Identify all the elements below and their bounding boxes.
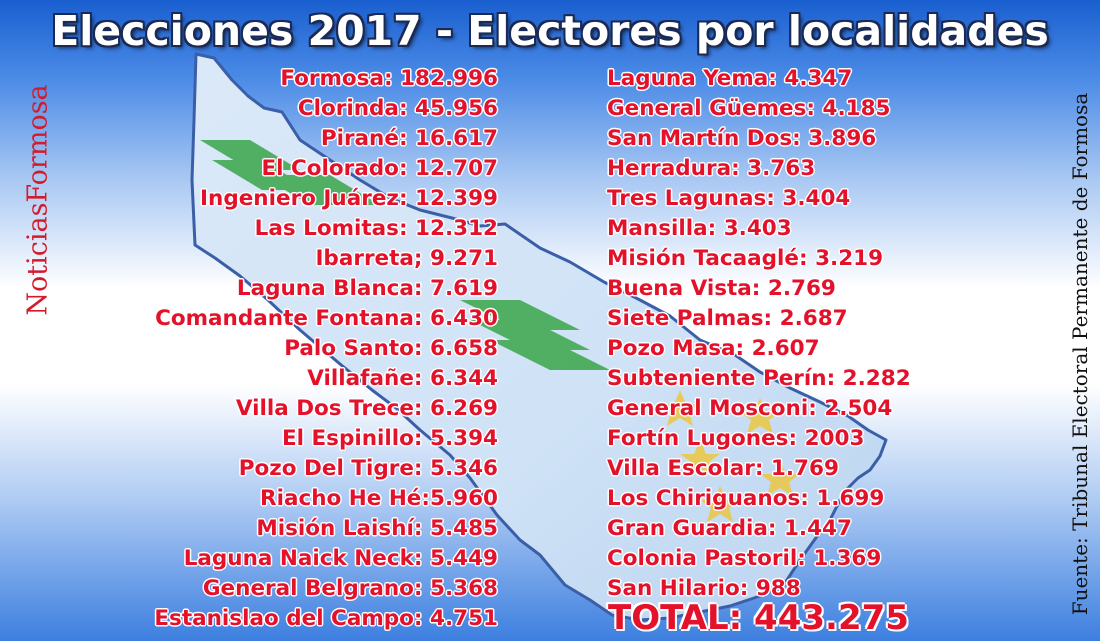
list-item: San Martín Dos: 3.896 xyxy=(607,126,877,151)
list-item: Laguna Yema: 4.347 xyxy=(607,66,853,91)
localities-list-right: Laguna Yema: 4.347 General Güemes: 4.185… xyxy=(607,64,911,604)
list-item: Buena Vista: 2.769 xyxy=(607,276,836,301)
list-item: Colonia Pastoril: 1.369 xyxy=(607,546,882,571)
brand-watermark: NoticiasFormosa xyxy=(22,84,54,316)
page-title: Elecciones 2017 - Electores por localida… xyxy=(51,7,1049,55)
list-item: General Güemes: 4.185 xyxy=(607,96,891,121)
list-item: Las Lomitas: 12.312 xyxy=(254,216,498,241)
list-item: Villafañe: 6.344 xyxy=(307,366,498,391)
list-item: Siete Palmas: 2.687 xyxy=(607,306,848,331)
list-item: Ibarreta; 9.271 xyxy=(315,246,498,271)
list-item: General Belgrano: 5.368 xyxy=(202,576,498,601)
list-item: Gran Guardia: 1.447 xyxy=(607,516,852,541)
list-item: El Colorado: 12.707 xyxy=(261,156,498,181)
list-item: Herradura: 3.763 xyxy=(607,156,816,181)
source-note: Fuente: Tribunal Electoral Permanente de… xyxy=(1068,92,1092,616)
list-item: Palo Santo: 6.658 xyxy=(284,336,498,361)
list-item: General Mosconi: 2.504 xyxy=(607,396,893,421)
list-item: Pirané: 16.617 xyxy=(320,126,498,151)
localities-list-left: Formosa: 182.996 Clorinda: 45.956 Pirané… xyxy=(130,64,498,634)
list-item: Mansilla: 3.403 xyxy=(607,216,792,241)
list-item: Laguna Naick Neck: 5.449 xyxy=(183,546,498,571)
list-item: Los Chiriguanos: 1.699 xyxy=(607,486,885,511)
list-item: Formosa: 182.996 xyxy=(280,66,498,91)
list-item: Pozo Del Tigre: 5.346 xyxy=(238,456,498,481)
list-item: Misión Laishí: 5.485 xyxy=(256,516,498,541)
list-item: Estanislao del Campo: 4.751 xyxy=(154,606,498,631)
list-item: Villa Dos Trece: 6.269 xyxy=(235,396,498,421)
total-voters: TOTAL: 443.275 xyxy=(608,598,909,638)
list-item: Subteniente Perín: 2.282 xyxy=(607,366,911,391)
list-item: Villa Escolar: 1.769 xyxy=(607,456,839,481)
list-item: Clorinda: 45.956 xyxy=(297,96,498,121)
list-item: Comandante Fontana: 6.430 xyxy=(155,306,498,331)
list-item: Tres Lagunas: 3.404 xyxy=(607,186,851,211)
list-item: Pozo Masa: 2.607 xyxy=(607,336,820,361)
star-icons xyxy=(660,390,800,522)
list-item: Laguna Blanca: 7.619 xyxy=(236,276,498,301)
list-item: Fortín Lugones: 2003 xyxy=(607,426,865,451)
list-item: Riacho He Hé:5.960 xyxy=(260,486,498,511)
flag-stripes xyxy=(200,140,610,370)
list-item: San Hilario: 988 xyxy=(607,576,801,601)
list-item: Misión Tacaaglé: 3.219 xyxy=(607,246,884,271)
list-item: El Espinillo: 5.394 xyxy=(281,426,498,451)
list-item: Ingeniero Juárez: 12.399 xyxy=(200,186,498,211)
